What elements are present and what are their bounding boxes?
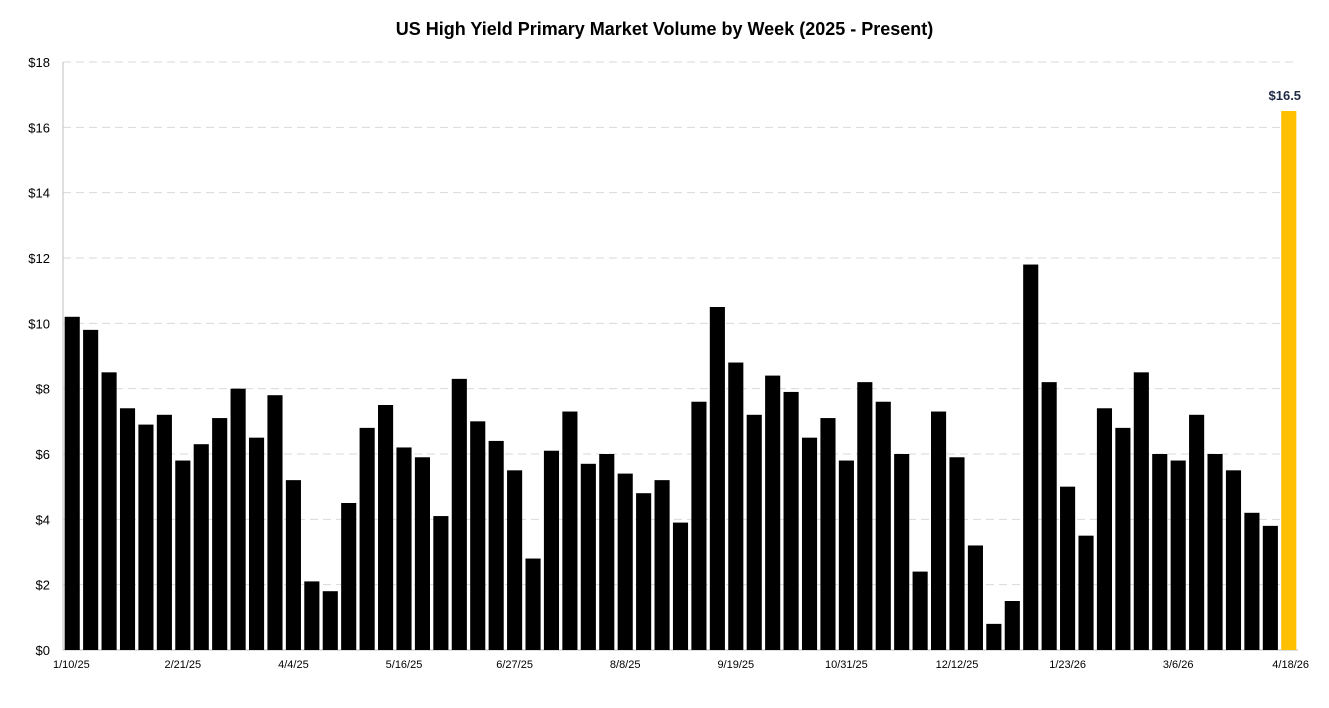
bar <box>378 405 394 650</box>
bar <box>562 411 578 650</box>
bar <box>1078 535 1094 650</box>
bar <box>765 375 781 650</box>
x-tick-label: 4/18/26 <box>1272 659 1309 671</box>
bar <box>119 408 136 650</box>
x-tick-label: 1/23/26 <box>1049 659 1086 671</box>
bar <box>543 450 560 650</box>
bar <box>156 414 172 650</box>
bar <box>820 418 836 650</box>
y-tick-label: $6 <box>36 447 50 462</box>
x-tick-label: 2/21/25 <box>164 659 201 671</box>
bar <box>359 427 375 650</box>
x-tick-label: 10/31/25 <box>825 659 868 671</box>
bar <box>138 424 154 650</box>
bar <box>728 362 744 650</box>
bar <box>230 388 246 650</box>
bar <box>857 382 873 650</box>
bar <box>1115 427 1131 650</box>
y-tick-label: $10 <box>28 316 50 331</box>
bar <box>1004 601 1020 650</box>
y-tick-label: $4 <box>36 512 50 527</box>
bar <box>1023 264 1039 650</box>
bars <box>64 111 1297 650</box>
bar <box>248 437 265 650</box>
bar <box>470 421 486 650</box>
bar <box>636 493 652 650</box>
y-tick-label: $18 <box>28 55 50 70</box>
bar <box>801 437 818 650</box>
x-tick-label: 12/12/25 <box>936 659 979 671</box>
bar <box>414 457 430 650</box>
bar <box>175 460 191 650</box>
x-tick-label: 4/4/25 <box>278 659 309 671</box>
bar <box>931 411 947 650</box>
bar <box>1244 512 1260 650</box>
bar <box>949 457 965 650</box>
bar <box>1262 525 1278 650</box>
x-tick-label: 6/27/25 <box>496 659 533 671</box>
bar <box>691 401 707 650</box>
bar <box>396 447 412 650</box>
bar <box>285 480 301 650</box>
y-tick-label: $2 <box>36 578 50 593</box>
bar <box>304 581 320 650</box>
bar-highlight <box>1281 111 1297 650</box>
bar <box>193 444 209 650</box>
bar <box>912 571 928 650</box>
bar <box>1060 486 1076 650</box>
x-tick-label: 9/19/25 <box>717 659 754 671</box>
x-tick-label: 3/6/26 <box>1163 659 1194 671</box>
y-tick-label: $0 <box>36 643 50 658</box>
bar <box>488 440 504 650</box>
bar <box>617 473 633 650</box>
bar <box>1152 454 1168 650</box>
x-tick-label: 5/16/25 <box>386 659 423 671</box>
bar <box>1096 408 1113 650</box>
bar <box>709 307 725 650</box>
bar <box>746 414 762 650</box>
bar <box>599 454 615 650</box>
bar <box>1041 382 1057 650</box>
bar <box>507 470 523 650</box>
bar <box>1133 372 1149 650</box>
bar <box>101 372 117 650</box>
labels: $16.5 <box>1269 88 1302 103</box>
y-tick-label: $12 <box>28 251 50 266</box>
chart-title: US High Yield Primary Market Volume by W… <box>395 19 934 39</box>
bar <box>1189 414 1205 650</box>
bar <box>341 503 357 650</box>
bar <box>267 395 283 650</box>
bar <box>1170 460 1186 650</box>
bar <box>1225 470 1242 650</box>
x-tick-label: 1/10/25 <box>53 659 90 671</box>
bar <box>83 329 99 650</box>
bar <box>451 378 467 650</box>
gridlines <box>63 61 1298 586</box>
bar <box>1207 454 1223 650</box>
bar <box>672 522 689 650</box>
bar <box>64 316 80 650</box>
bar <box>580 463 596 650</box>
highlight-data-label: $16.5 <box>1269 88 1302 103</box>
bar <box>525 558 541 650</box>
bar <box>783 391 799 650</box>
bar <box>986 623 1002 650</box>
bar <box>212 418 228 650</box>
bar <box>322 591 338 650</box>
bar <box>654 480 670 650</box>
bar <box>894 454 910 650</box>
bar <box>967 545 983 650</box>
bar <box>838 460 854 650</box>
y-tick-label: $8 <box>36 382 50 397</box>
x-tick-label: 8/8/25 <box>610 659 641 671</box>
y-tick-label: $16 <box>28 120 50 135</box>
y-tick-label: $14 <box>28 186 50 201</box>
bar <box>433 516 449 650</box>
bar <box>875 401 891 650</box>
